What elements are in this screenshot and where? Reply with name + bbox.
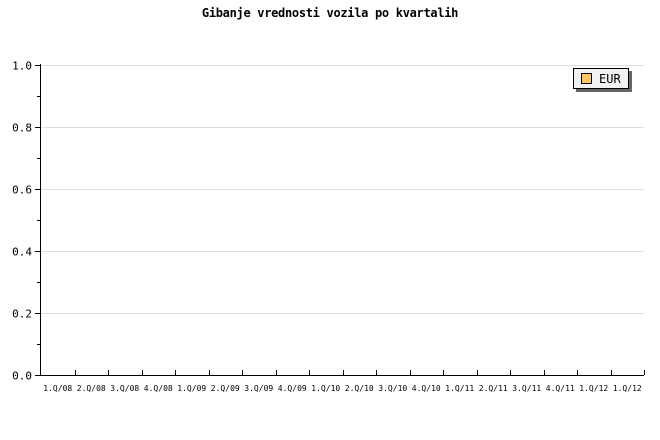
x-axis-line — [40, 375, 644, 376]
y-gridline — [41, 189, 644, 190]
x-axis-tick — [74, 370, 76, 375]
y-gridline — [41, 313, 644, 314]
y-axis-tick-label: 1.0 — [12, 59, 32, 72]
y-axis-major-tick — [35, 313, 40, 314]
y-gridline — [41, 127, 644, 128]
y-axis-major-tick — [35, 375, 40, 376]
y-axis-tick-label: 0.6 — [12, 183, 32, 196]
y-axis-major-tick — [35, 127, 40, 128]
y-axis-minor-tick — [37, 158, 40, 159]
y-axis-minor-tick — [37, 344, 40, 345]
x-axis-tick-label: 4.Q/09 — [277, 384, 307, 393]
x-axis-tick — [342, 370, 344, 375]
x-axis-tick — [443, 370, 444, 375]
x-axis-tick — [577, 370, 578, 375]
x-axis-tick-label: 1.Q/12 — [612, 384, 642, 393]
x-axis-tick — [476, 370, 478, 375]
y-axis-minor-tick — [37, 220, 40, 221]
x-axis-tick-label: 2.Q/09 — [210, 384, 240, 393]
legend-label: EUR — [599, 71, 621, 86]
y-axis-major-tick — [35, 251, 40, 252]
plot-area: 0.0 0.2 0.4 0.6 0.8 1.0 1.Q/08 2.Q/08 3.Q/08 4.Q/… — [12, 60, 645, 393]
x-axis-tick — [175, 370, 176, 375]
x-axis-tick-label: 4.Q/10 — [411, 384, 441, 393]
x-axis-tick-label: 2.Q/08 — [76, 384, 106, 393]
legend-swatch-eur — [581, 73, 592, 84]
x-axis-tick — [510, 370, 511, 375]
x-axis-tick — [108, 370, 109, 375]
x-axis-tick — [275, 370, 277, 375]
x-axis-tick-label: 1.Q/09 — [177, 384, 207, 393]
legend-box: EUR — [573, 68, 629, 89]
x-axis-tick — [141, 370, 143, 375]
x-axis-tick-label: 2.Q/10 — [344, 384, 374, 393]
y-axis-tick-label: 0.8 — [12, 121, 32, 134]
y-axis-tick-label: 0.0 — [12, 369, 32, 382]
y-axis-major-tick — [35, 189, 40, 190]
x-axis-tick — [543, 370, 545, 375]
y-axis-minor-tick — [37, 282, 40, 283]
y-axis-tick-label: 0.2 — [12, 307, 32, 320]
x-axis-tick — [309, 370, 310, 375]
x-axis-tick-label: 3.Q/11 — [512, 384, 542, 393]
y-axis-major-tick — [35, 65, 40, 66]
y-gridline — [41, 65, 644, 66]
x-axis-tick — [409, 370, 411, 375]
x-axis-tick-label: 3.Q/09 — [244, 384, 274, 393]
x-axis-tick-label: 1.Q/08 — [43, 384, 73, 393]
x-axis-tick — [376, 370, 377, 375]
x-axis-tick-label: 1.Q/11 — [445, 384, 475, 393]
x-axis-tick-label: 4.Q/08 — [143, 384, 173, 393]
x-axis-tick-label: 1.Q/12 — [579, 384, 609, 393]
y-gridline — [41, 251, 644, 252]
x-axis-tick-label: 2.Q/11 — [478, 384, 508, 393]
x-axis-tick — [610, 370, 612, 375]
x-axis-tick — [208, 370, 210, 375]
x-axis-tick-label: 3.Q/08 — [110, 384, 140, 393]
x-axis-tick-label: 3.Q/10 — [378, 384, 408, 393]
y-axis-tick-label: 0.4 — [12, 245, 32, 258]
x-axis-tick-label: 1.Q/10 — [311, 384, 341, 393]
y-axis-minor-tick — [37, 96, 40, 97]
chart-title: Gibanje vrednosti vozila po kvartalih — [201, 6, 459, 20]
x-axis-tick-label: 4.Q/11 — [545, 384, 575, 393]
y-axis-line — [40, 64, 41, 376]
x-axis-tick — [242, 370, 243, 375]
x-axis-tick — [644, 370, 645, 375]
